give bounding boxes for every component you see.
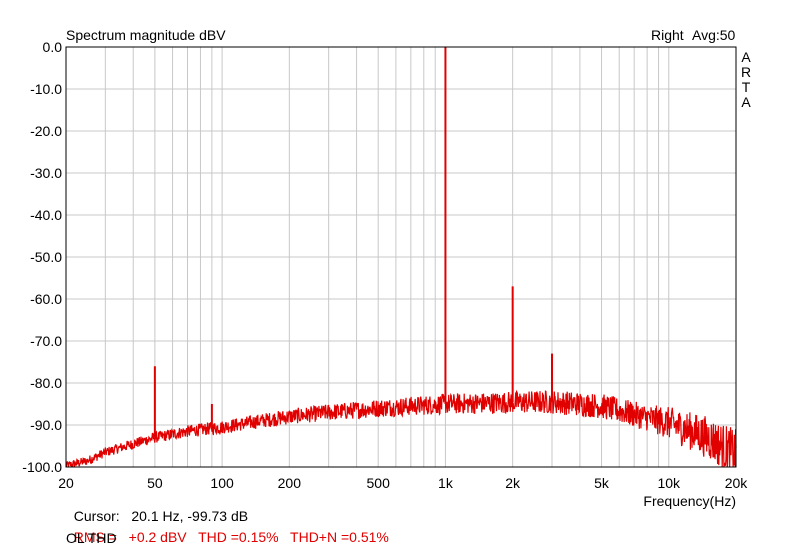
y-tick-label: -20.0 [30, 123, 62, 139]
x-tick-label: 200 [278, 475, 302, 491]
x-tick-label: 20 [58, 475, 74, 491]
y-tick-label: -30.0 [30, 165, 62, 181]
plot-frame [65, 46, 737, 468]
y-tick-label: -70.0 [30, 333, 62, 349]
measurement-readout: RMS = +0.2 dBV THD =0.15% THD+N =0.51% [66, 513, 389, 545]
x-tick-label: 500 [367, 475, 391, 491]
y-tick-labels: 0.0 -10.0 -20.0 -30.0 -40.0 -50.0 -60.0 -70.0 -8… [22, 39, 62, 475]
thd-value: THD =0.15% [198, 529, 279, 545]
averaging-label: Avg:50 [692, 27, 736, 43]
cursor-value: 20.1 Hz, -99.73 dB [131, 508, 249, 524]
y-tick-label: -60.0 [30, 291, 62, 307]
y-tick-label: -90.0 [30, 417, 62, 433]
x-tick-label: 100 [210, 475, 234, 491]
brand-letter: T [742, 79, 751, 95]
x-tick-labels: 20 50 100 200 500 1k 2k 5k 10k 20k [58, 475, 748, 491]
y-tick-label: -40.0 [30, 207, 62, 223]
x-tick-label: 2k [505, 475, 521, 491]
brand-letter: A [741, 94, 751, 110]
y-tick-label: -80.0 [30, 375, 62, 391]
x-tick-label: 20k [725, 475, 749, 491]
brand-letter: R [741, 64, 751, 80]
y-tick-label: -100.0 [22, 459, 62, 475]
x-tick-label: 1k [438, 475, 454, 491]
y-tick-label: 0.0 [43, 39, 63, 55]
rms-value: +0.2 dBV [128, 529, 187, 545]
rms-label: RMS = [73, 529, 117, 545]
x-tick-label: 5k [594, 475, 610, 491]
chart-title: Spectrum magnitude dBV [66, 27, 226, 43]
note-label: OL THD [66, 530, 117, 546]
noise-floor-line [65, 389, 737, 468]
brand-letter: A [741, 49, 751, 65]
y-tick-label: -10.0 [30, 81, 62, 97]
y-tick-label: -50.0 [30, 249, 62, 265]
x-tick-label: 50 [147, 475, 163, 491]
channel-label: Right [651, 27, 684, 43]
thdn-value: THD+N =0.51% [290, 529, 389, 545]
cursor-label: Cursor: [73, 508, 120, 524]
spectrum-series [65, 47, 737, 468]
x-tick-label: 10k [657, 475, 681, 491]
x-axis-label: Frequency(Hz) [643, 493, 736, 509]
cursor-readout: Cursor: 20.1 Hz, -99.73 dB [66, 492, 248, 524]
